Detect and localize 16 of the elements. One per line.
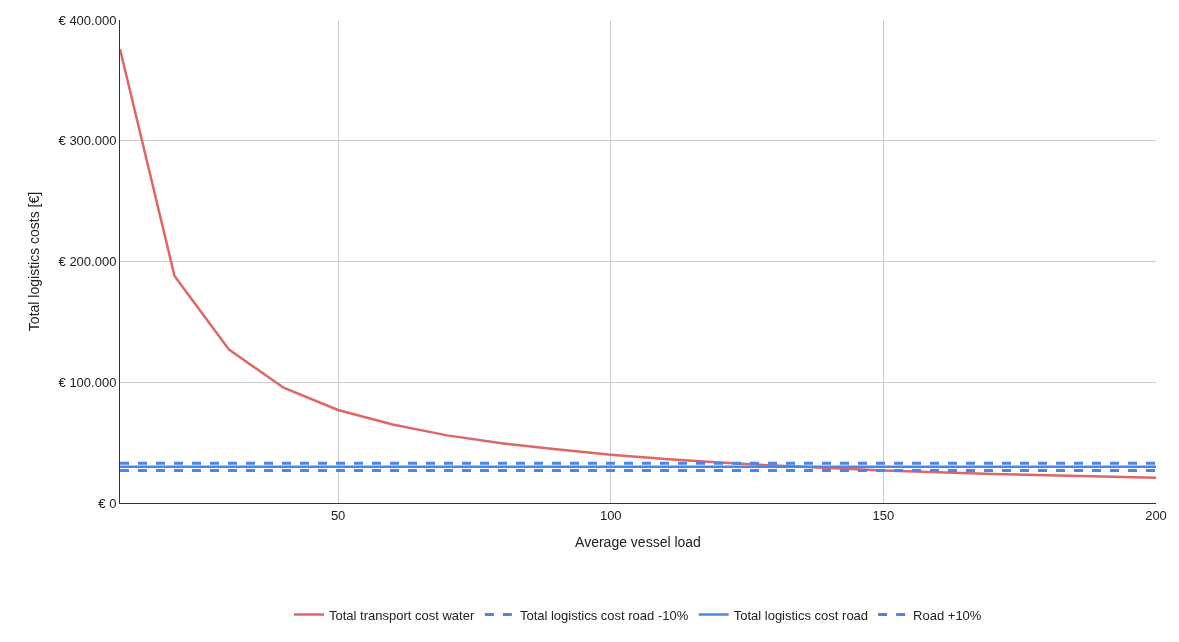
legend-label: Total logistics cost road <box>733 607 869 623</box>
legend-label: Road +10% <box>913 607 982 623</box>
x-tick-label: 150 <box>872 507 895 523</box>
y-tick-label: € 200.000 <box>58 254 117 270</box>
legend-label: Total logistics cost road -10% <box>519 607 689 623</box>
y-tick-label: € 300.000 <box>58 133 117 149</box>
y-tick-label: € 400.000 <box>58 12 117 28</box>
y-axis-title: Total logistics costs [€] <box>26 191 43 332</box>
line-series <box>120 47 1156 479</box>
legend-label: Total transport cost water <box>329 607 475 623</box>
x-axis-title: Average vessel load <box>575 533 701 550</box>
y-tick-label: € 100.000 <box>58 374 117 390</box>
y-tick-label: € 0 <box>98 495 117 511</box>
x-tick-label: 50 <box>330 507 346 523</box>
x-tick-label: 100 <box>599 507 622 523</box>
x-tick-label: 200 <box>1145 507 1167 523</box>
